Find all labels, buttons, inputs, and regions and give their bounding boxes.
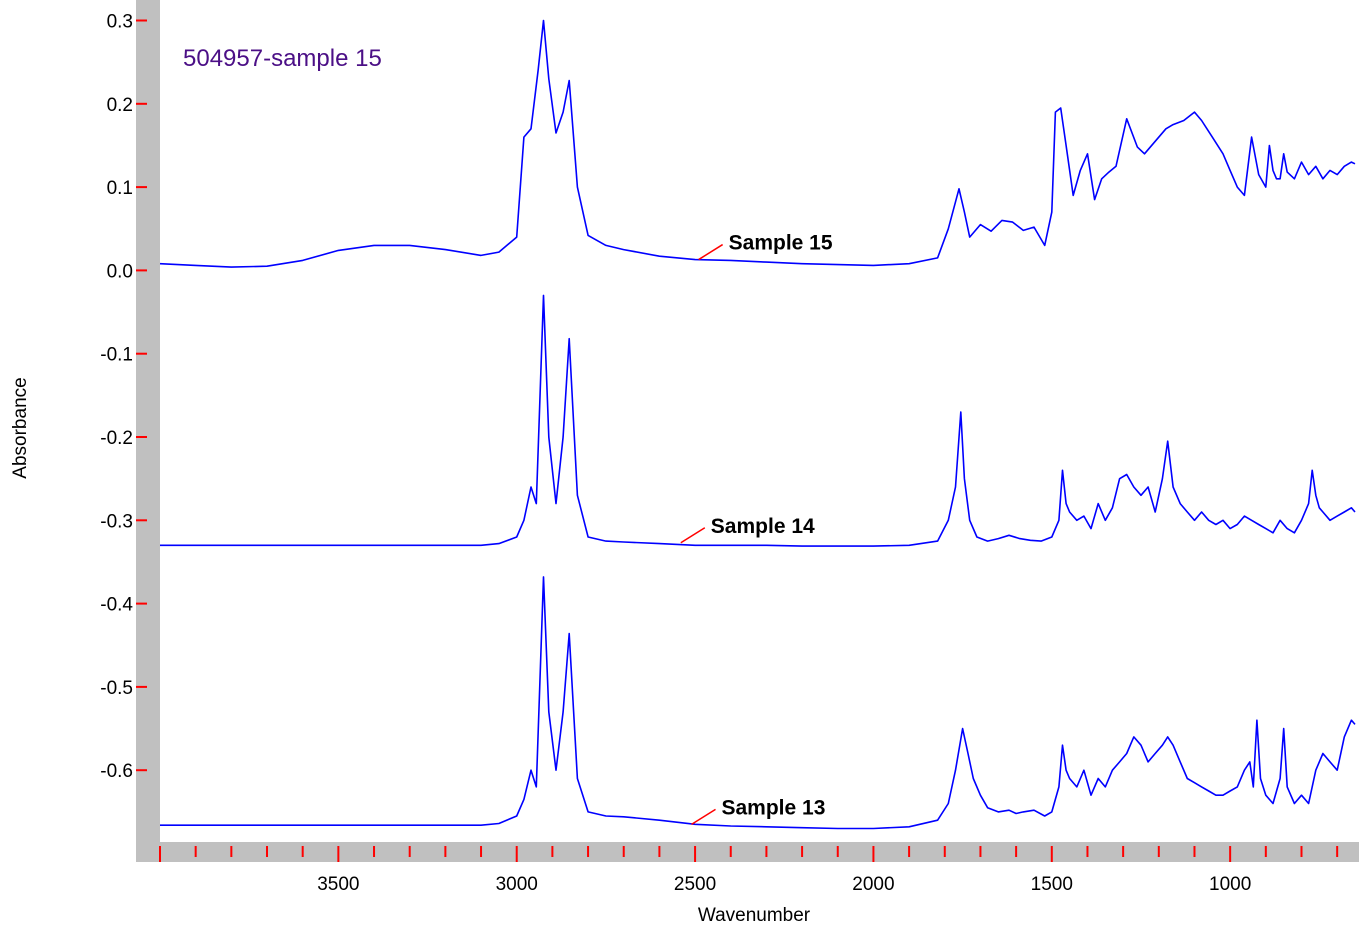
series-line-3 xyxy=(160,576,1356,830)
y-tick-label: 0.2 xyxy=(107,95,133,116)
series-label: Sample 13 xyxy=(722,796,826,819)
y-tick-label: -0.1 xyxy=(100,345,133,366)
y-axis-title: Absorbance xyxy=(10,377,31,478)
x-tick-label: 3000 xyxy=(496,874,538,895)
y-tick-label: -0.2 xyxy=(100,428,133,449)
series-label: Sample 14 xyxy=(711,515,815,538)
series-line-1 xyxy=(159,19,1356,268)
x-tick-label: 2500 xyxy=(674,874,716,895)
x-tick-label: 1000 xyxy=(1209,874,1251,895)
series-lines xyxy=(159,19,1356,830)
x-tick-label: 3500 xyxy=(317,874,359,895)
left-axis-frame xyxy=(136,0,160,862)
x-tick-label: 2000 xyxy=(852,874,894,895)
x-axis-ticks: 3500 3000 2500 2000 1500 1000 xyxy=(159,846,1339,895)
y-tick-label: 0.3 xyxy=(107,12,133,33)
y-axis-ticks: 0.3 0.2 0.1 0.0 -0.1 -0.2 -0.3 -0.4 -0.5 -0.6 xyxy=(100,12,147,782)
series-labels: Sample 15 Sample 14 Sample 13 xyxy=(680,232,833,825)
y-tick-label: -0.3 xyxy=(100,511,133,532)
y-tick-label: 0.0 xyxy=(107,261,133,282)
x-axis-title: Wavenumber xyxy=(698,905,811,926)
series-label-leader xyxy=(680,527,706,544)
series-label-leader xyxy=(698,243,724,261)
bottom-axis-frame xyxy=(136,842,1359,862)
chart-title: 504957-sample 15 xyxy=(183,45,382,72)
y-tick-label: 0.1 xyxy=(107,178,133,199)
series-label-leader xyxy=(691,808,716,825)
series-line-2 xyxy=(160,294,1356,547)
y-tick-label: -0.6 xyxy=(100,761,133,782)
series-label: Sample 15 xyxy=(729,232,833,255)
plot-area xyxy=(160,0,1359,842)
y-tick-label: -0.5 xyxy=(100,678,133,699)
y-tick-label: -0.4 xyxy=(100,595,133,616)
x-tick-label: 1500 xyxy=(1031,874,1073,895)
